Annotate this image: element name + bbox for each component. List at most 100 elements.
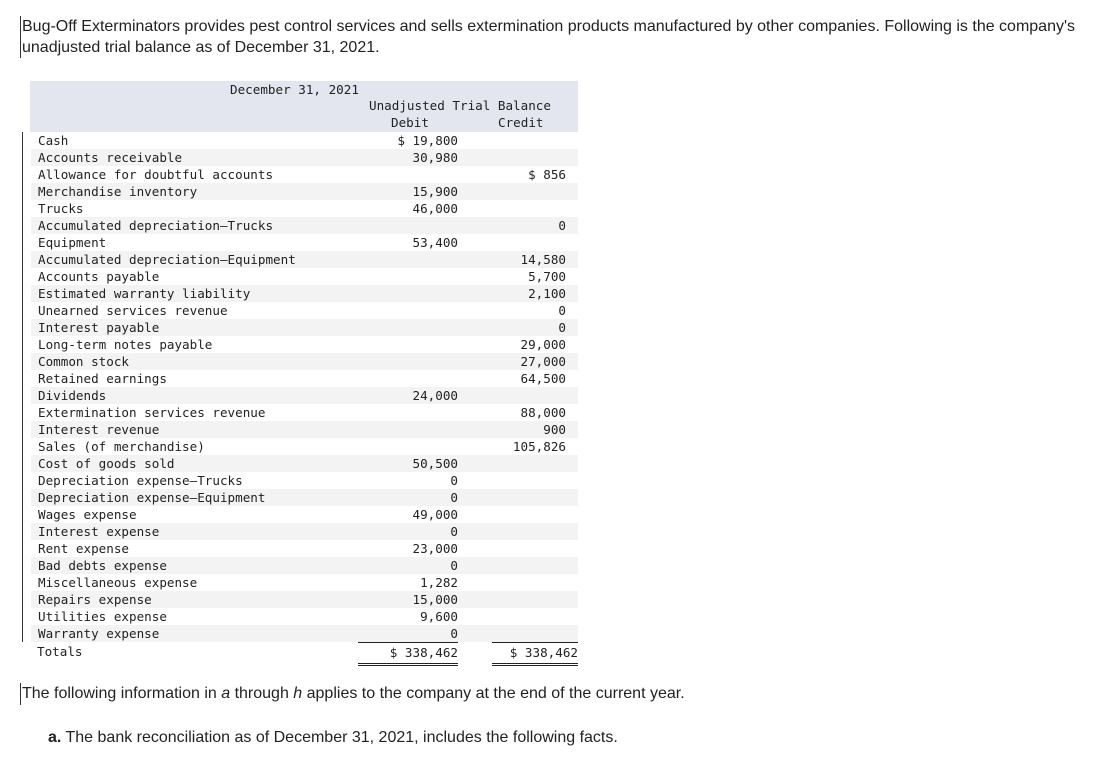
account-name: Repairs expense [38, 592, 152, 607]
table-header: December 31, 2021 Unadjusted Trial Balan… [30, 81, 578, 132]
credit-amount: 0 [558, 218, 566, 233]
table-row: Retained earnings 64,500 [31, 370, 578, 387]
account-name: Depreciation expense—Trucks [38, 473, 243, 488]
table-row: Merchandise inventory 15,900 [31, 183, 578, 200]
account-name: Extermination services revenue [38, 405, 266, 420]
credit-amount: 29,000 [520, 337, 567, 352]
debit-amount: 0 [450, 626, 458, 641]
table-row: Depreciation expense—Trucks 0 [31, 472, 578, 489]
account-name: Unearned services revenue [38, 303, 228, 318]
credit-amount: 88,000 [520, 405, 567, 420]
debit-amount: 0 [450, 558, 458, 573]
debit-amount: 15,000 [412, 592, 459, 607]
account-name: Warranty expense [38, 626, 160, 641]
account-name: Retained earnings [38, 371, 167, 386]
account-name: Sales (of merchandise) [38, 439, 205, 454]
table-row: Long-term notes payable 29,000 [31, 336, 578, 353]
debit-amount: 49,000 [412, 507, 459, 522]
item-a-marker: a. [48, 729, 62, 746]
total-credit: $ 338,462 [492, 642, 578, 666]
credit-amount: 0 [558, 320, 566, 335]
credit-amount: 14,580 [520, 252, 567, 267]
table-row: Utilities expense 9,600 [31, 608, 578, 625]
following-suffix: applies to the company at the end of the… [302, 685, 685, 702]
table-row: Wages expense 49,000 [31, 506, 578, 523]
account-name: Trucks [38, 201, 84, 216]
table-row: Accumulated depreciation—Equipment 14,580 [31, 251, 578, 268]
account-name: Merchandise inventory [38, 184, 198, 199]
table-row: Repairs expense 15,000 [31, 591, 578, 608]
table-row: Accounts receivable 30,980 [31, 149, 578, 166]
account-name: Interest payable [38, 320, 160, 335]
table-row: Rent expense 23,000 [31, 540, 578, 557]
debit-amount: 1,282 [420, 575, 458, 590]
following-info-paragraph: The following information in a through h… [20, 683, 1082, 705]
account-name: Accounts payable [38, 269, 160, 284]
account-name: Wages expense [38, 507, 137, 522]
credit-amount: 0 [558, 303, 566, 318]
account-name: Dividends [38, 388, 107, 403]
account-name: Rent expense [38, 541, 129, 556]
total-debit: $ 338,462 [358, 642, 458, 666]
credit-amount: 5,700 [528, 269, 566, 284]
account-name: Accounts receivable [38, 150, 183, 165]
intro-paragraph: Bug-Off Exterminators provides pest cont… [20, 16, 1082, 58]
table-row: Equipment 53,400 [31, 234, 578, 251]
account-name: Long-term notes payable [38, 337, 213, 352]
account-name: Depreciation expense—Equipment [38, 490, 266, 505]
table-row: Depreciation expense—Equipment 0 [31, 489, 578, 506]
table-row: Cash $ 19,800 [31, 132, 578, 149]
account-name: Common stock [38, 354, 129, 369]
debit-amount: 0 [450, 524, 458, 539]
item-a: a. The bank reconciliation as of Decembe… [48, 727, 618, 749]
table-row: Interest payable 0 [31, 319, 578, 336]
account-name: Estimated warranty liability [38, 286, 251, 301]
debit-amount: 53,400 [412, 235, 459, 250]
debit-amount: 9,600 [420, 609, 458, 624]
debit-amount: $ 19,800 [397, 133, 458, 148]
table-row: Trucks 46,000 [31, 200, 578, 217]
debit-amount: 0 [450, 473, 458, 488]
account-name: Cost of goods sold [38, 456, 175, 471]
table-row: Extermination services revenue 88,000 [31, 404, 578, 421]
table-body: Cash $ 19,800 Accounts receivable 30,980 All… [22, 132, 578, 642]
following-letter-a: a [221, 685, 231, 702]
credit-column-header: Credit [498, 115, 544, 130]
debit-amount: 46,000 [412, 201, 459, 216]
unadjusted-trial-balance-header: Unadjusted Trial Balance [369, 98, 551, 113]
table-row: Cost of goods sold 50,500 [31, 455, 578, 472]
credit-amount: 2,100 [528, 286, 566, 301]
following-letter-h: h [293, 685, 303, 702]
credit-amount: 27,000 [520, 354, 567, 369]
debit-amount: 23,000 [412, 541, 459, 556]
following-mid: through [230, 685, 294, 702]
table-row: Common stock 27,000 [31, 353, 578, 370]
credit-amount: 105,826 [512, 439, 566, 454]
trial-balance-table: December 31, 2021 Unadjusted Trial Balan… [22, 81, 578, 666]
following-prefix: The following information in [22, 685, 222, 702]
account-name: Interest expense [38, 524, 160, 539]
table-row: Unearned services revenue 0 [31, 302, 578, 319]
totals-row: Totals $ 338,462 $ 338,462 [30, 642, 578, 666]
credit-amount: $ 856 [528, 167, 566, 182]
credit-amount: 64,500 [520, 371, 567, 386]
debit-amount: 24,000 [412, 388, 459, 403]
account-name: Utilities expense [38, 609, 167, 624]
debit-amount: 0 [450, 490, 458, 505]
account-name: Equipment [38, 235, 107, 250]
debit-amount: 50,500 [412, 456, 459, 471]
account-name: Allowance for doubtful accounts [38, 167, 274, 182]
account-name: Miscellaneous expense [38, 575, 198, 590]
debit-amount: 15,900 [412, 184, 459, 199]
credit-amount: 900 [543, 422, 566, 437]
table-row: Bad debts expense 0 [31, 557, 578, 574]
totals-label: Totals [37, 644, 83, 659]
account-name: Accumulated depreciation—Equipment [38, 252, 296, 267]
table-row: Estimated warranty liability 2,100 [31, 285, 578, 302]
table-row: Interest revenue 900 [31, 421, 578, 438]
account-name: Interest revenue [38, 422, 160, 437]
debit-column-header: Debit [391, 115, 429, 130]
account-name: Cash [38, 133, 69, 148]
table-row: Accumulated depreciation—Trucks 0 [31, 217, 578, 234]
account-name: Accumulated depreciation—Trucks [38, 218, 274, 233]
